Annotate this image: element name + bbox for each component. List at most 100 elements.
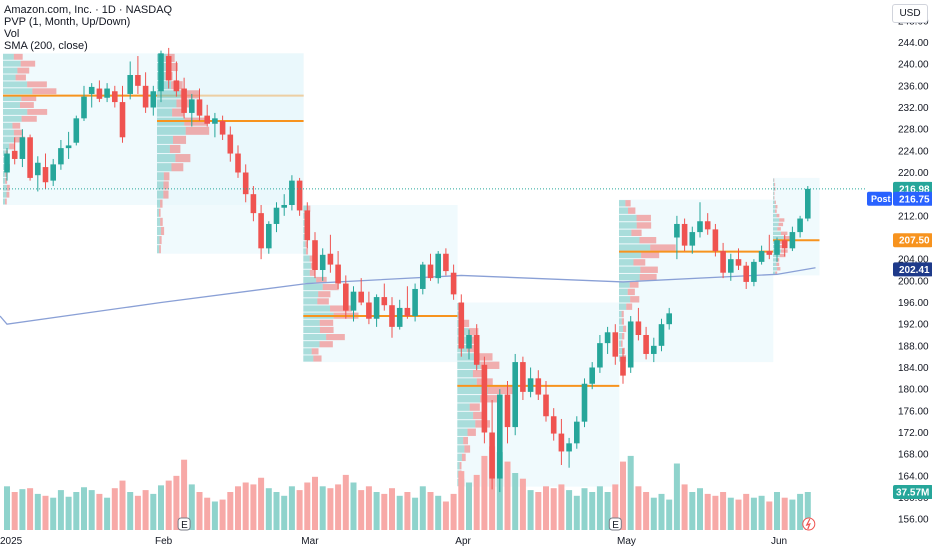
volume-bars (4, 446, 811, 530)
volume-bar (188, 484, 195, 530)
legend-symbol[interactable]: Amazon.com, Inc. · 1D · NASDAQ (4, 4, 173, 16)
profile-row-up (773, 191, 774, 196)
legend-sma[interactable]: SMA (200, close) (4, 40, 88, 52)
candle (96, 80, 103, 103)
candle-body (19, 137, 26, 159)
profile-row-up (157, 245, 160, 254)
volume-bar (88, 490, 95, 530)
profile-row-down (13, 129, 23, 136)
volume-tag-label: 37.57M (896, 488, 929, 499)
profile-row-down (636, 214, 651, 222)
profile-row-up (457, 420, 476, 428)
candle (358, 278, 364, 306)
candle (527, 367, 534, 398)
profile-row-down (19, 102, 34, 108)
candle-body (281, 205, 287, 208)
candle-body (535, 378, 542, 395)
candle (805, 186, 811, 222)
profile-row-up (457, 403, 470, 411)
legend-vol[interactable]: Vol (4, 28, 20, 40)
profile-row-up (457, 369, 473, 378)
price-tick-label: 180.00 (898, 385, 929, 396)
candle-body (781, 240, 788, 249)
candle-body (219, 121, 226, 135)
candle (404, 286, 411, 319)
currency-button[interactable]: USD (892, 4, 928, 23)
profile-row-up (457, 436, 464, 445)
candle-body (27, 137, 33, 178)
profile-row-up (3, 143, 10, 150)
profile-row-up (619, 303, 627, 310)
candle-body (805, 188, 811, 219)
candle-body (450, 272, 457, 295)
profile-row-down (633, 259, 646, 266)
candle-body (289, 180, 295, 205)
volume-bar (273, 492, 280, 530)
legend-pvp[interactable]: PVP (1, Month, Up/Down) (4, 16, 131, 28)
profile-row-down (621, 310, 624, 318)
candle (296, 177, 303, 216)
volume-bar (758, 495, 765, 530)
candle (42, 153, 49, 189)
time-tick-label: 2025 (0, 536, 23, 547)
volume-bar (127, 492, 134, 530)
candle (651, 337, 657, 363)
candle (281, 194, 287, 216)
candle (50, 158, 56, 187)
volume-bar (204, 497, 211, 530)
profile-row-down (175, 154, 191, 163)
volume-bar (381, 493, 388, 530)
price-tick-label: 236.00 (898, 81, 929, 92)
profile-row-down (461, 453, 466, 462)
volume-bar (596, 486, 603, 530)
candle (497, 389, 503, 493)
price-tick-label: 192.00 (898, 320, 929, 331)
profile-row-up (157, 81, 172, 90)
profile-row-up (3, 95, 22, 102)
profile-row-down (168, 62, 178, 72)
candle-body (258, 213, 264, 249)
profile-row-down (621, 333, 625, 340)
candle-body (181, 88, 187, 113)
volume-bar (512, 473, 519, 530)
earnings-marker (177, 517, 191, 531)
profile-row-down (6, 184, 10, 191)
profile-row-down (777, 267, 781, 271)
candle-body (751, 261, 757, 282)
profile-row-up (3, 53, 14, 60)
profile-row-up (619, 340, 621, 347)
profile-row-down (773, 191, 775, 196)
profile-row-up (303, 219, 306, 226)
candle-body (173, 80, 180, 92)
profile-row-down (313, 355, 322, 362)
candle (165, 47, 172, 89)
volume-bar (504, 461, 511, 530)
profile-row-up (157, 135, 173, 144)
candle (381, 283, 388, 311)
profile-row-up (3, 150, 6, 157)
candle-body (304, 210, 311, 241)
profile-row-down (21, 115, 37, 122)
profile-row-down (774, 182, 776, 187)
profile-row-up (157, 190, 164, 199)
profile-row-up (457, 353, 477, 361)
volume-bar (34, 493, 41, 530)
candle-body (96, 88, 103, 99)
profile-row-down (639, 237, 657, 244)
candle (158, 50, 164, 103)
candle (473, 324, 480, 371)
time-axis: 2025 Feb Mar Apr May Jun (0, 530, 866, 550)
profile-row-up (157, 90, 181, 99)
profile-row-up (157, 226, 161, 236)
volume-bar (389, 488, 395, 530)
candle (489, 400, 495, 490)
candle (789, 226, 796, 252)
profile-row-down (319, 319, 334, 326)
candle (219, 115, 226, 140)
candle-body (358, 291, 364, 303)
candle-body (65, 145, 72, 149)
candle-body (227, 134, 234, 154)
candle (119, 85, 126, 143)
